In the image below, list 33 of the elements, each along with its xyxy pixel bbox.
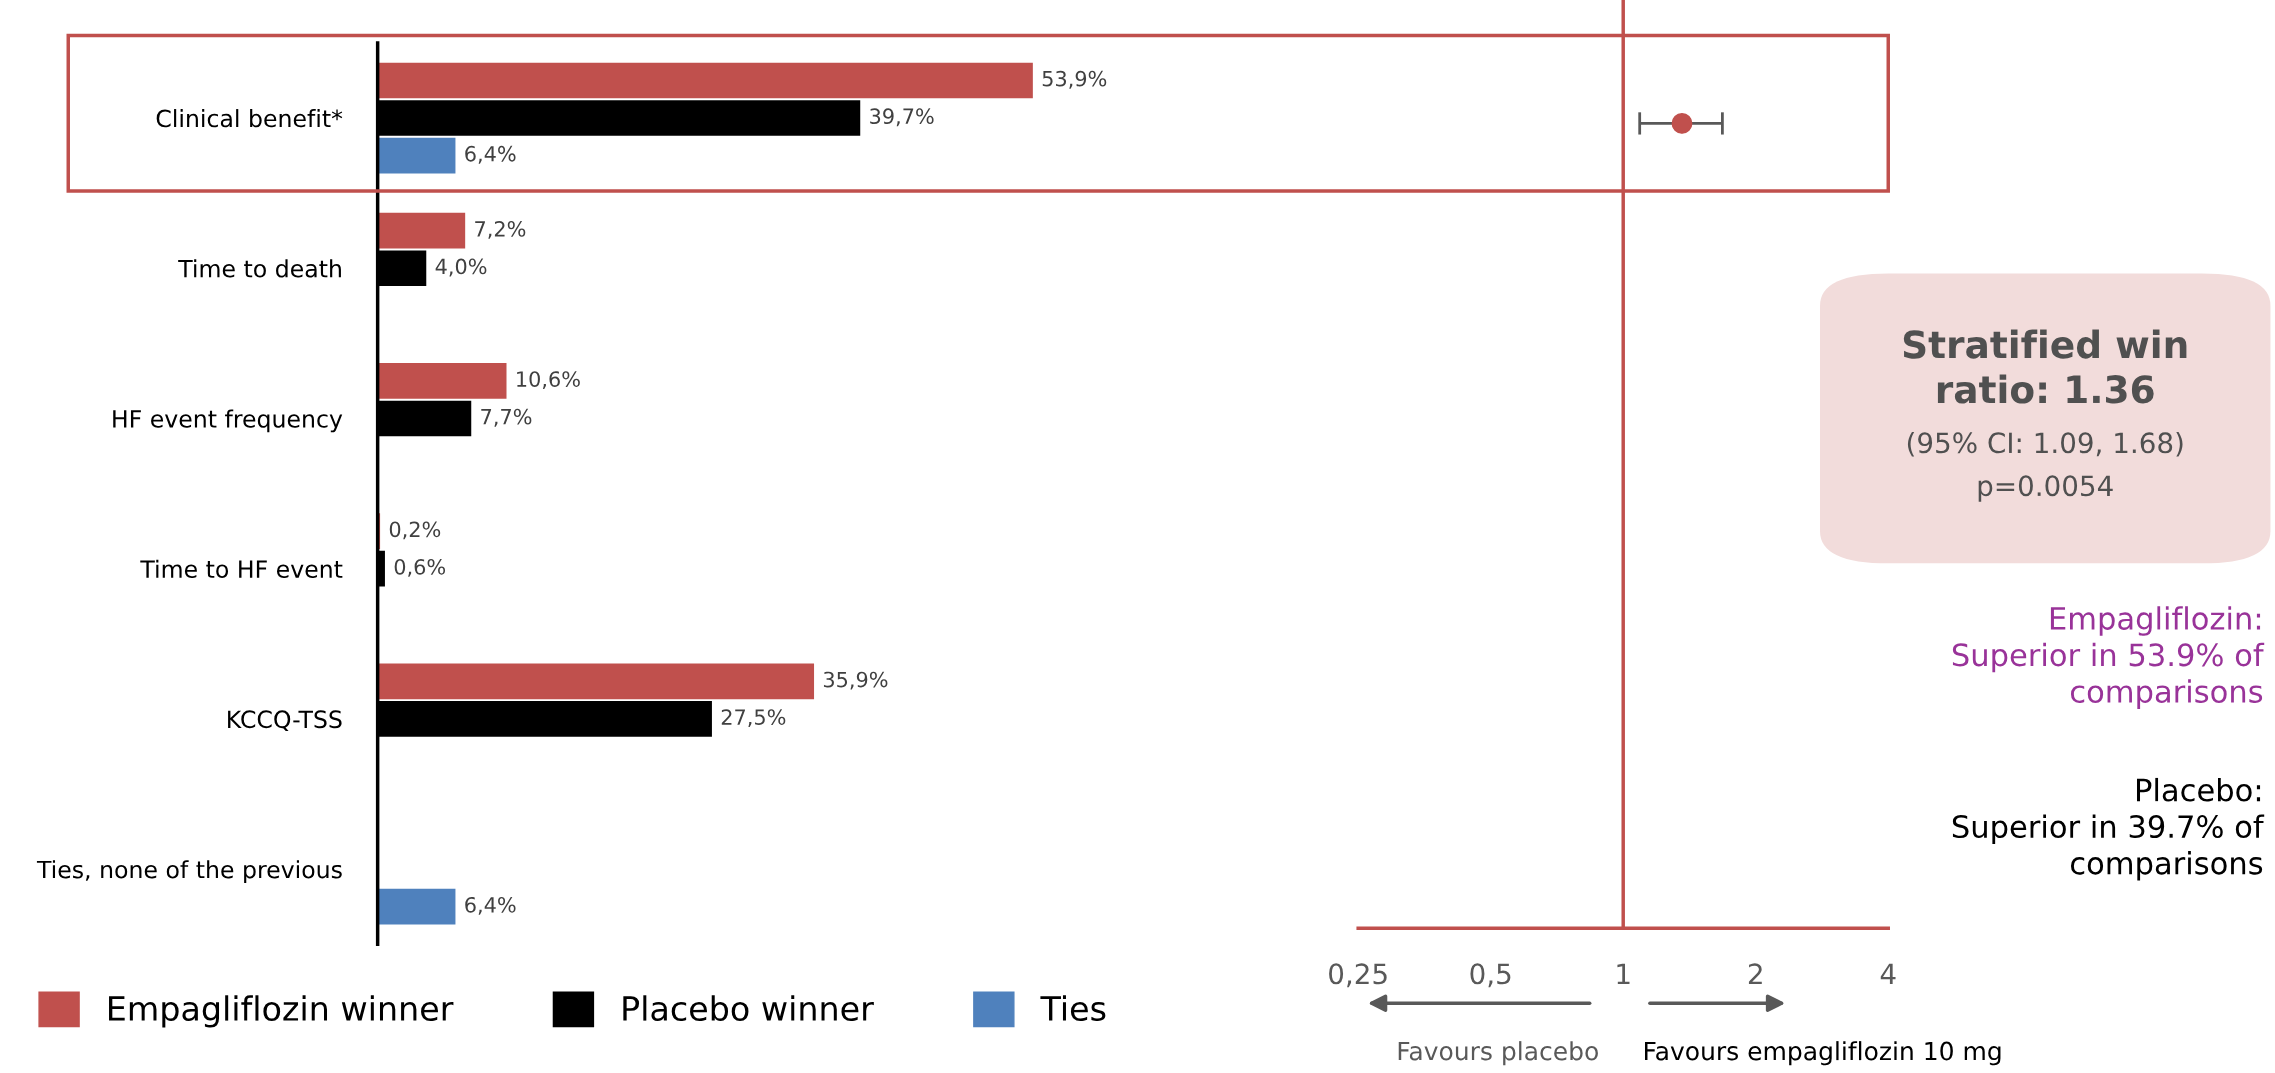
legend-label: Empagliflozin winner bbox=[109, 995, 454, 1028]
y-tick-label: Clinical benefit* bbox=[156, 109, 343, 128]
data-label: 53,9% bbox=[1042, 70, 1107, 89]
data-label: 4,0% bbox=[435, 258, 487, 277]
y-tick-label: HF event frequency bbox=[113, 409, 343, 433]
text: Favours empagliflozin 10 mg bbox=[1645, 1041, 2001, 1066]
text: Empagliflozin: Superior in 53.9% of comparisons bbox=[1952, 606, 2265, 709]
data-label: 0,6% bbox=[394, 558, 446, 577]
x-tick-label: 4 bbox=[1880, 963, 1896, 984]
data-label: 6,4% bbox=[465, 145, 516, 164]
data-label: 7,7% bbox=[481, 408, 532, 427]
legend-label: Ties bbox=[1040, 995, 1106, 1022]
data-label: 10,6% bbox=[517, 371, 580, 390]
text: p=0.0054 bbox=[1978, 475, 2113, 502]
text: Placebo: Superior in 39.7% of comparisons bbox=[1952, 777, 2265, 881]
data-label: 7,2% bbox=[475, 220, 526, 239]
data-label: 35,9% bbox=[823, 671, 888, 690]
x-tick-label: 0,25 bbox=[1329, 963, 1387, 988]
x-tick-label: 2 bbox=[1748, 963, 1762, 984]
text: Stratified win ratio: 1.36 bbox=[1903, 329, 2187, 404]
text: Favours placebo bbox=[1398, 1041, 1598, 1066]
legend-label: Placebo winner bbox=[623, 995, 874, 1022]
y-tick-label: KCCQ-TSS bbox=[228, 710, 342, 731]
x-tick-label: 0,5 bbox=[1470, 963, 1511, 988]
y-tick-label: Time to HF event bbox=[140, 559, 343, 578]
data-label: 39,7% bbox=[870, 108, 934, 127]
data-label: 6,4% bbox=[465, 896, 516, 915]
text: (95% CI: 1.09, 1.68) bbox=[1907, 431, 2183, 457]
data-label: 0,2% bbox=[389, 521, 441, 540]
data-label: 27,5% bbox=[721, 709, 786, 728]
x-tick-label: 1 bbox=[1617, 963, 1630, 984]
y-tick-label: Time to death bbox=[178, 259, 341, 278]
y-tick-label: Ties, none of the previous bbox=[36, 860, 342, 884]
